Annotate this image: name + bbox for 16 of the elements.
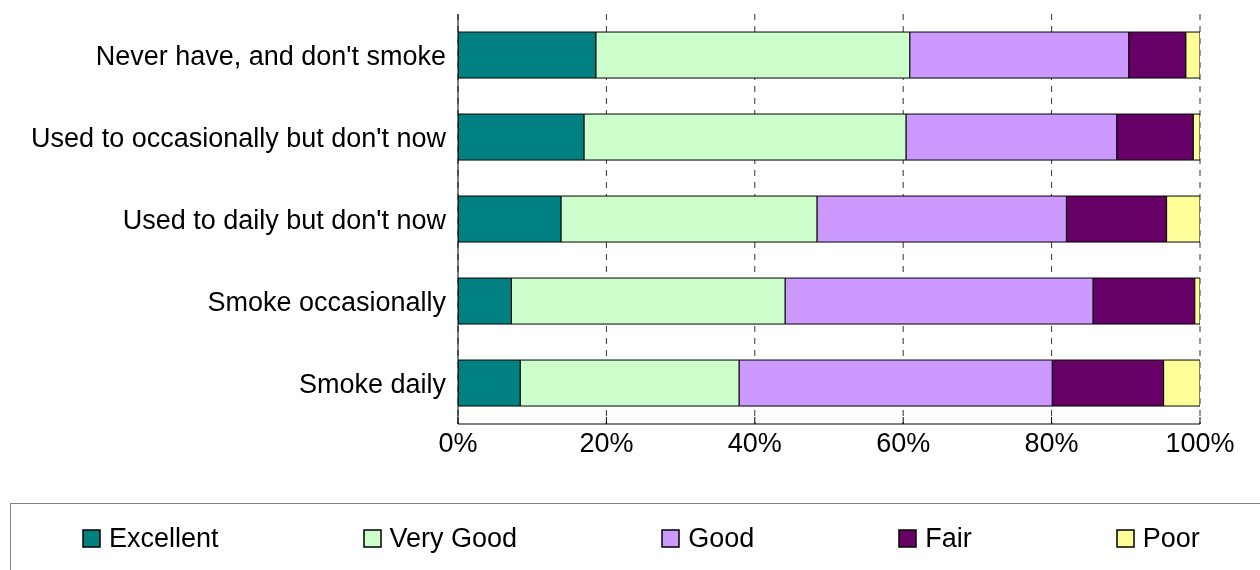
legend-label: Poor: [1142, 522, 1200, 554]
legend-label: Very Good: [389, 522, 518, 554]
y-tick-label: Used to daily but don't now: [122, 204, 447, 235]
y-tick-label: Never have, and don't smoke: [95, 40, 446, 71]
y-tick-label: Used to occasionally but don't now: [31, 122, 447, 153]
y-tick-label: Smoke occasionally: [207, 286, 447, 317]
legend-label: Fair: [925, 522, 972, 554]
x-tick-label: 80%: [1024, 428, 1079, 459]
legend-label: Excellent: [109, 522, 219, 554]
y-tick-label: Smoke daily: [298, 368, 447, 399]
x-tick-label: 100%: [1165, 428, 1235, 459]
x-tick-label: 40%: [727, 428, 782, 459]
x-tick-label: 0%: [438, 428, 478, 459]
legend-label: Good: [688, 522, 755, 554]
x-tick-label: 60%: [876, 428, 931, 459]
x-tick-label: 20%: [579, 428, 634, 459]
